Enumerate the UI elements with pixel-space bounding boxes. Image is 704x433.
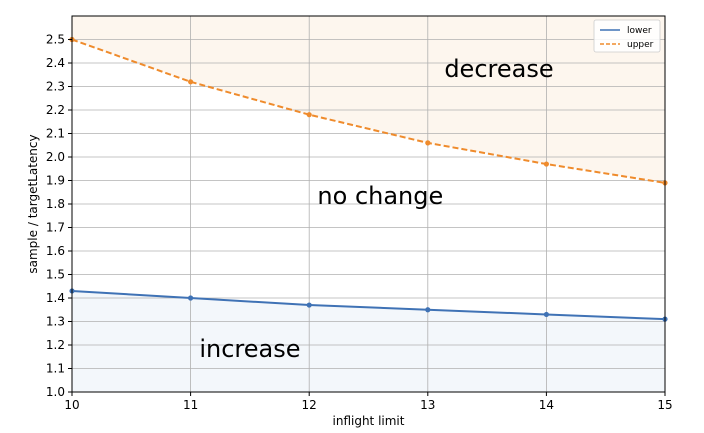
region-annotation: decrease — [444, 55, 553, 83]
data-point-upper — [543, 161, 550, 167]
y-tick-label: 1.8 — [46, 197, 65, 211]
data-point-lower — [543, 311, 550, 318]
legend: lower upper — [593, 19, 661, 53]
y-tick-label: 1.3 — [46, 315, 65, 329]
y-tick-label: 1.1 — [46, 362, 65, 376]
x-tick-label: 10 — [64, 398, 79, 412]
region-annotations: decrease no change increase — [199, 55, 553, 363]
decrease-region — [72, 16, 665, 183]
y-tick-label: 2.3 — [46, 80, 65, 94]
region-annotation: no change — [317, 182, 443, 210]
series-line-upper — [71, 38, 666, 184]
y-tick-label: 1.7 — [46, 221, 65, 235]
series-line-lower — [71, 289, 666, 321]
legend-box — [593, 19, 661, 53]
data-point-lower — [188, 295, 194, 301]
region-annotation: increase — [199, 335, 300, 363]
y-tick-label: 2.2 — [46, 103, 65, 117]
y-tick-label: 2.5 — [46, 33, 65, 47]
legend-label-upper: upper — [627, 40, 654, 50]
legend-label-lower: lower — [627, 26, 652, 36]
data-point-upper — [306, 112, 312, 118]
grid-lines — [71, 16, 666, 393]
x-axis-ticks: 10 11 12 13 14 15 — [64, 392, 673, 412]
x-tick-label: 11 — [183, 398, 198, 412]
x-tick-label: 15 — [657, 398, 672, 412]
series-lines — [69, 36, 668, 322]
y-tick-label: 1.9 — [46, 174, 65, 188]
y-tick-label: 1.4 — [46, 291, 65, 305]
y-tick-label: 2.4 — [46, 56, 65, 70]
x-tick-label: 14 — [539, 398, 554, 412]
y-tick-label: 1.6 — [46, 244, 65, 258]
x-tick-label: 13 — [420, 398, 435, 412]
y-tick-label: 1.0 — [46, 385, 65, 399]
data-point-lower — [306, 302, 312, 308]
y-tick-label: 2.0 — [46, 150, 65, 164]
y-axis-ticks: 1.0 1.1 1.2 1.3 1.4 1.5 1.6 1.7 1.8 1.9 2.0 2.1 2.2 2… — [46, 33, 72, 399]
x-tick-label: 12 — [302, 398, 317, 412]
y-tick-label: 2.1 — [46, 127, 65, 141]
data-point-upper — [425, 140, 431, 146]
y-axis-label: sample / targetLatency — [26, 134, 40, 273]
data-point-lower — [425, 307, 431, 313]
x-axis-label: inflight limit — [333, 414, 405, 428]
y-tick-label: 1.2 — [46, 338, 65, 352]
increase-region — [72, 290, 665, 392]
data-point-upper — [188, 79, 194, 85]
shaded-regions — [72, 16, 665, 392]
y-tick-label: 1.5 — [46, 268, 65, 282]
